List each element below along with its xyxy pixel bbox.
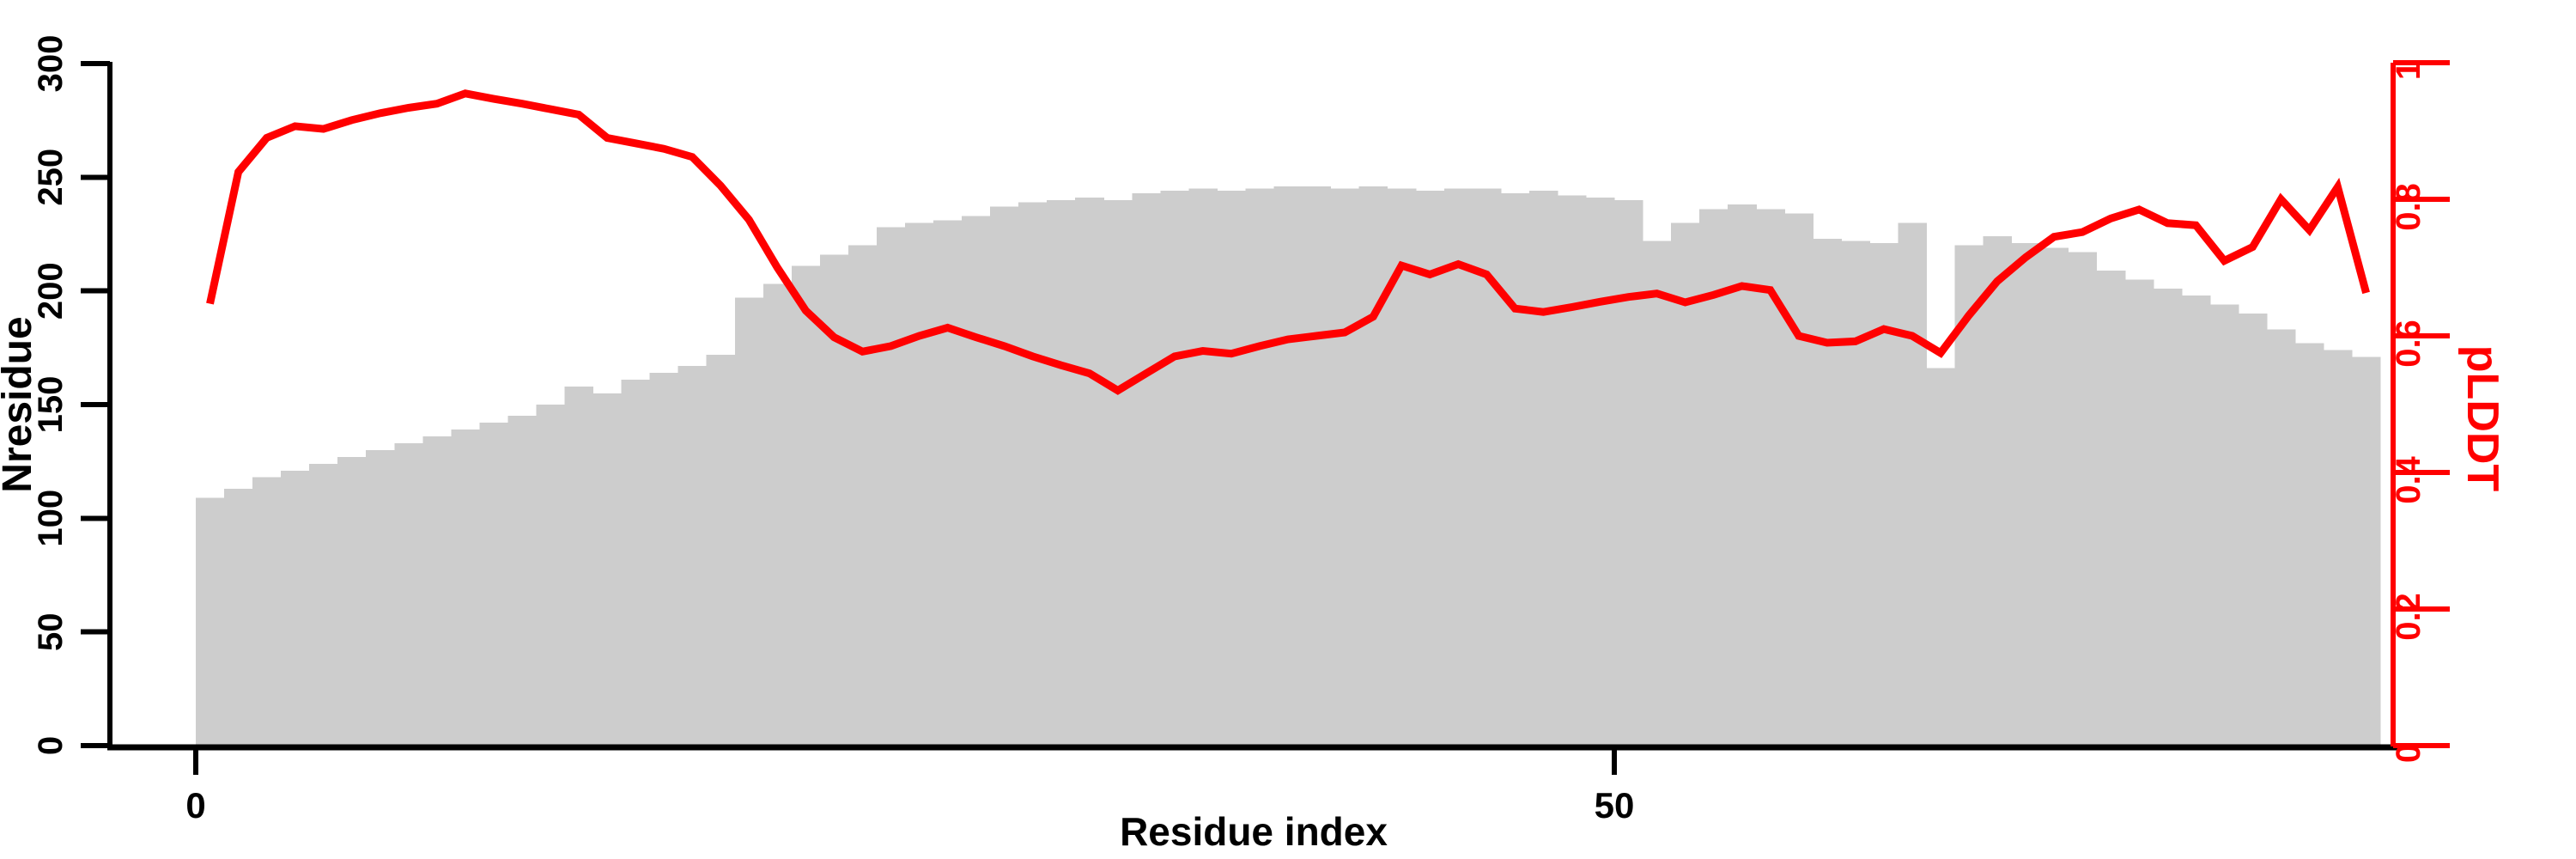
bar [252,477,282,746]
bar [933,220,963,746]
bar [479,423,508,746]
bar [905,222,934,746]
bar [2181,295,2211,746]
bar [1586,198,1615,746]
y-axis-right-title: pLDDT [2458,345,2507,492]
bar [1217,191,1246,746]
bar [1813,238,1842,746]
bar [2266,329,2296,746]
bar [422,436,452,746]
bar [1983,236,2013,746]
bar [2324,350,2353,746]
bar [762,283,793,746]
bar [649,372,679,746]
bar [677,366,708,746]
bar [2153,289,2183,746]
x-tick-label: 0 [185,785,205,825]
bar [1245,188,1275,746]
bar [791,265,821,746]
x-axis-title: Residue index [1120,809,1388,854]
bar [1103,199,1133,746]
bar [706,354,736,746]
bar [1728,204,1757,746]
bar [1557,195,1587,746]
plddt-line [206,89,2370,395]
bar [196,497,225,746]
bar [564,386,594,746]
y-left-tick-label: 300 [32,35,70,93]
x-tick-label: 50 [1595,785,1635,825]
bar [1528,191,1558,746]
y-axis-left-title: Nresidue [0,316,40,492]
bar [1132,192,1161,746]
bar [2352,356,2381,746]
bar [224,488,253,746]
bar [621,379,651,746]
y-right-tick-label: 0 [2390,744,2427,763]
bar [877,227,906,746]
bar [1302,186,1332,746]
y-left-tick-label: 50 [32,612,70,651]
bar [1273,186,1303,746]
bar [1671,222,1700,746]
bar-series-nresidue [196,186,2381,746]
y-left-tick-label: 250 [32,149,70,206]
bar [1898,222,1927,746]
bar [1160,191,1189,746]
bar [1018,202,1048,746]
bar [366,449,395,746]
y-right-tick-label: 0.6 [2390,320,2427,368]
bar [1643,241,1672,746]
bar [1075,198,1104,746]
bar [1756,209,1785,746]
bar [1330,188,1360,746]
bar [451,430,480,746]
y-left-tick-label: 150 [32,376,70,434]
bar [281,470,310,746]
bar [2238,314,2268,746]
bar [2209,304,2239,746]
y-left-tick-label: 200 [32,262,70,320]
y-left-tick-label: 0 [32,736,70,755]
bar [1614,199,1643,746]
bar [1188,188,1218,746]
bar [1869,243,1899,746]
bar [990,206,1019,746]
y-right-tick-label: 0.4 [2390,455,2427,503]
bar [309,463,338,746]
bar [394,443,423,746]
bar [1047,199,1076,746]
bar [507,416,537,746]
bar [1415,191,1445,746]
y-right-tick-label: 0.2 [2390,593,2427,641]
bar [1443,188,1473,746]
bar [1841,241,1870,746]
bar [1926,368,1955,746]
bar [2011,243,2041,746]
bar [337,456,367,746]
bar [962,216,991,746]
bar [734,297,764,746]
y-left-tick-label: 100 [32,490,70,547]
bar [1500,192,1530,746]
bar [592,393,623,746]
bar [2295,343,2324,746]
bar [2068,252,2098,746]
bar [2039,247,2069,746]
bar [1358,186,1388,746]
bar [848,245,878,746]
bar [1784,213,1814,746]
bar [536,405,566,746]
y-right-tick-label: 0.8 [2390,183,2427,231]
bar [2096,270,2126,746]
y-right-tick-label: 1 [2390,61,2427,80]
bar [2124,279,2154,746]
